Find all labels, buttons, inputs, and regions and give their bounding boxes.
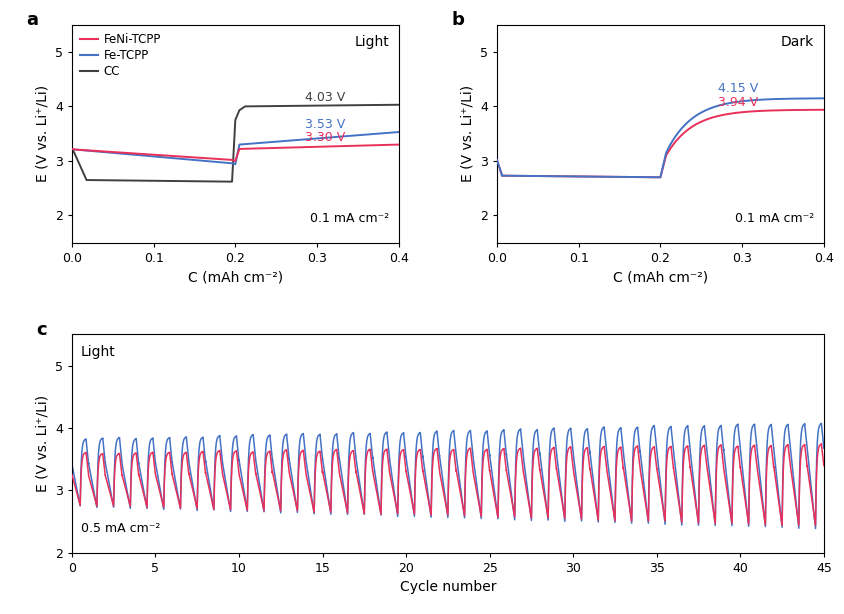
Legend: FeNi-TCPP, Fe-TCPP, CC: FeNi-TCPP, Fe-TCPP, CC bbox=[78, 31, 163, 80]
X-axis label: C (mAh cm⁻²): C (mAh cm⁻²) bbox=[612, 270, 707, 284]
Text: 0.5 mA cm⁻²: 0.5 mA cm⁻² bbox=[81, 522, 160, 535]
Text: 4.03 V: 4.03 V bbox=[305, 91, 344, 104]
Text: b: b bbox=[451, 12, 463, 29]
Text: 3.53 V: 3.53 V bbox=[305, 118, 344, 131]
X-axis label: Cycle number: Cycle number bbox=[399, 580, 495, 594]
Text: a: a bbox=[26, 12, 38, 29]
Text: 4.15 V: 4.15 V bbox=[717, 82, 757, 95]
Text: 0.1 mA cm⁻²: 0.1 mA cm⁻² bbox=[310, 212, 388, 225]
Y-axis label: E (V vs. Li⁺/Li): E (V vs. Li⁺/Li) bbox=[35, 395, 49, 492]
Text: Dark: Dark bbox=[780, 36, 813, 50]
Text: Light: Light bbox=[354, 36, 388, 50]
Text: Light: Light bbox=[81, 345, 116, 359]
Text: 0.1 mA cm⁻²: 0.1 mA cm⁻² bbox=[734, 212, 813, 225]
Text: 3.30 V: 3.30 V bbox=[305, 131, 344, 144]
Text: 3.94 V: 3.94 V bbox=[717, 96, 757, 109]
Y-axis label: E (V vs. Li⁺/Li): E (V vs. Li⁺/Li) bbox=[35, 85, 49, 182]
X-axis label: C (mAh cm⁻²): C (mAh cm⁻²) bbox=[187, 270, 283, 284]
Y-axis label: E (V vs. Li⁺/Li): E (V vs. Li⁺/Li) bbox=[460, 85, 473, 182]
Text: c: c bbox=[36, 321, 47, 340]
